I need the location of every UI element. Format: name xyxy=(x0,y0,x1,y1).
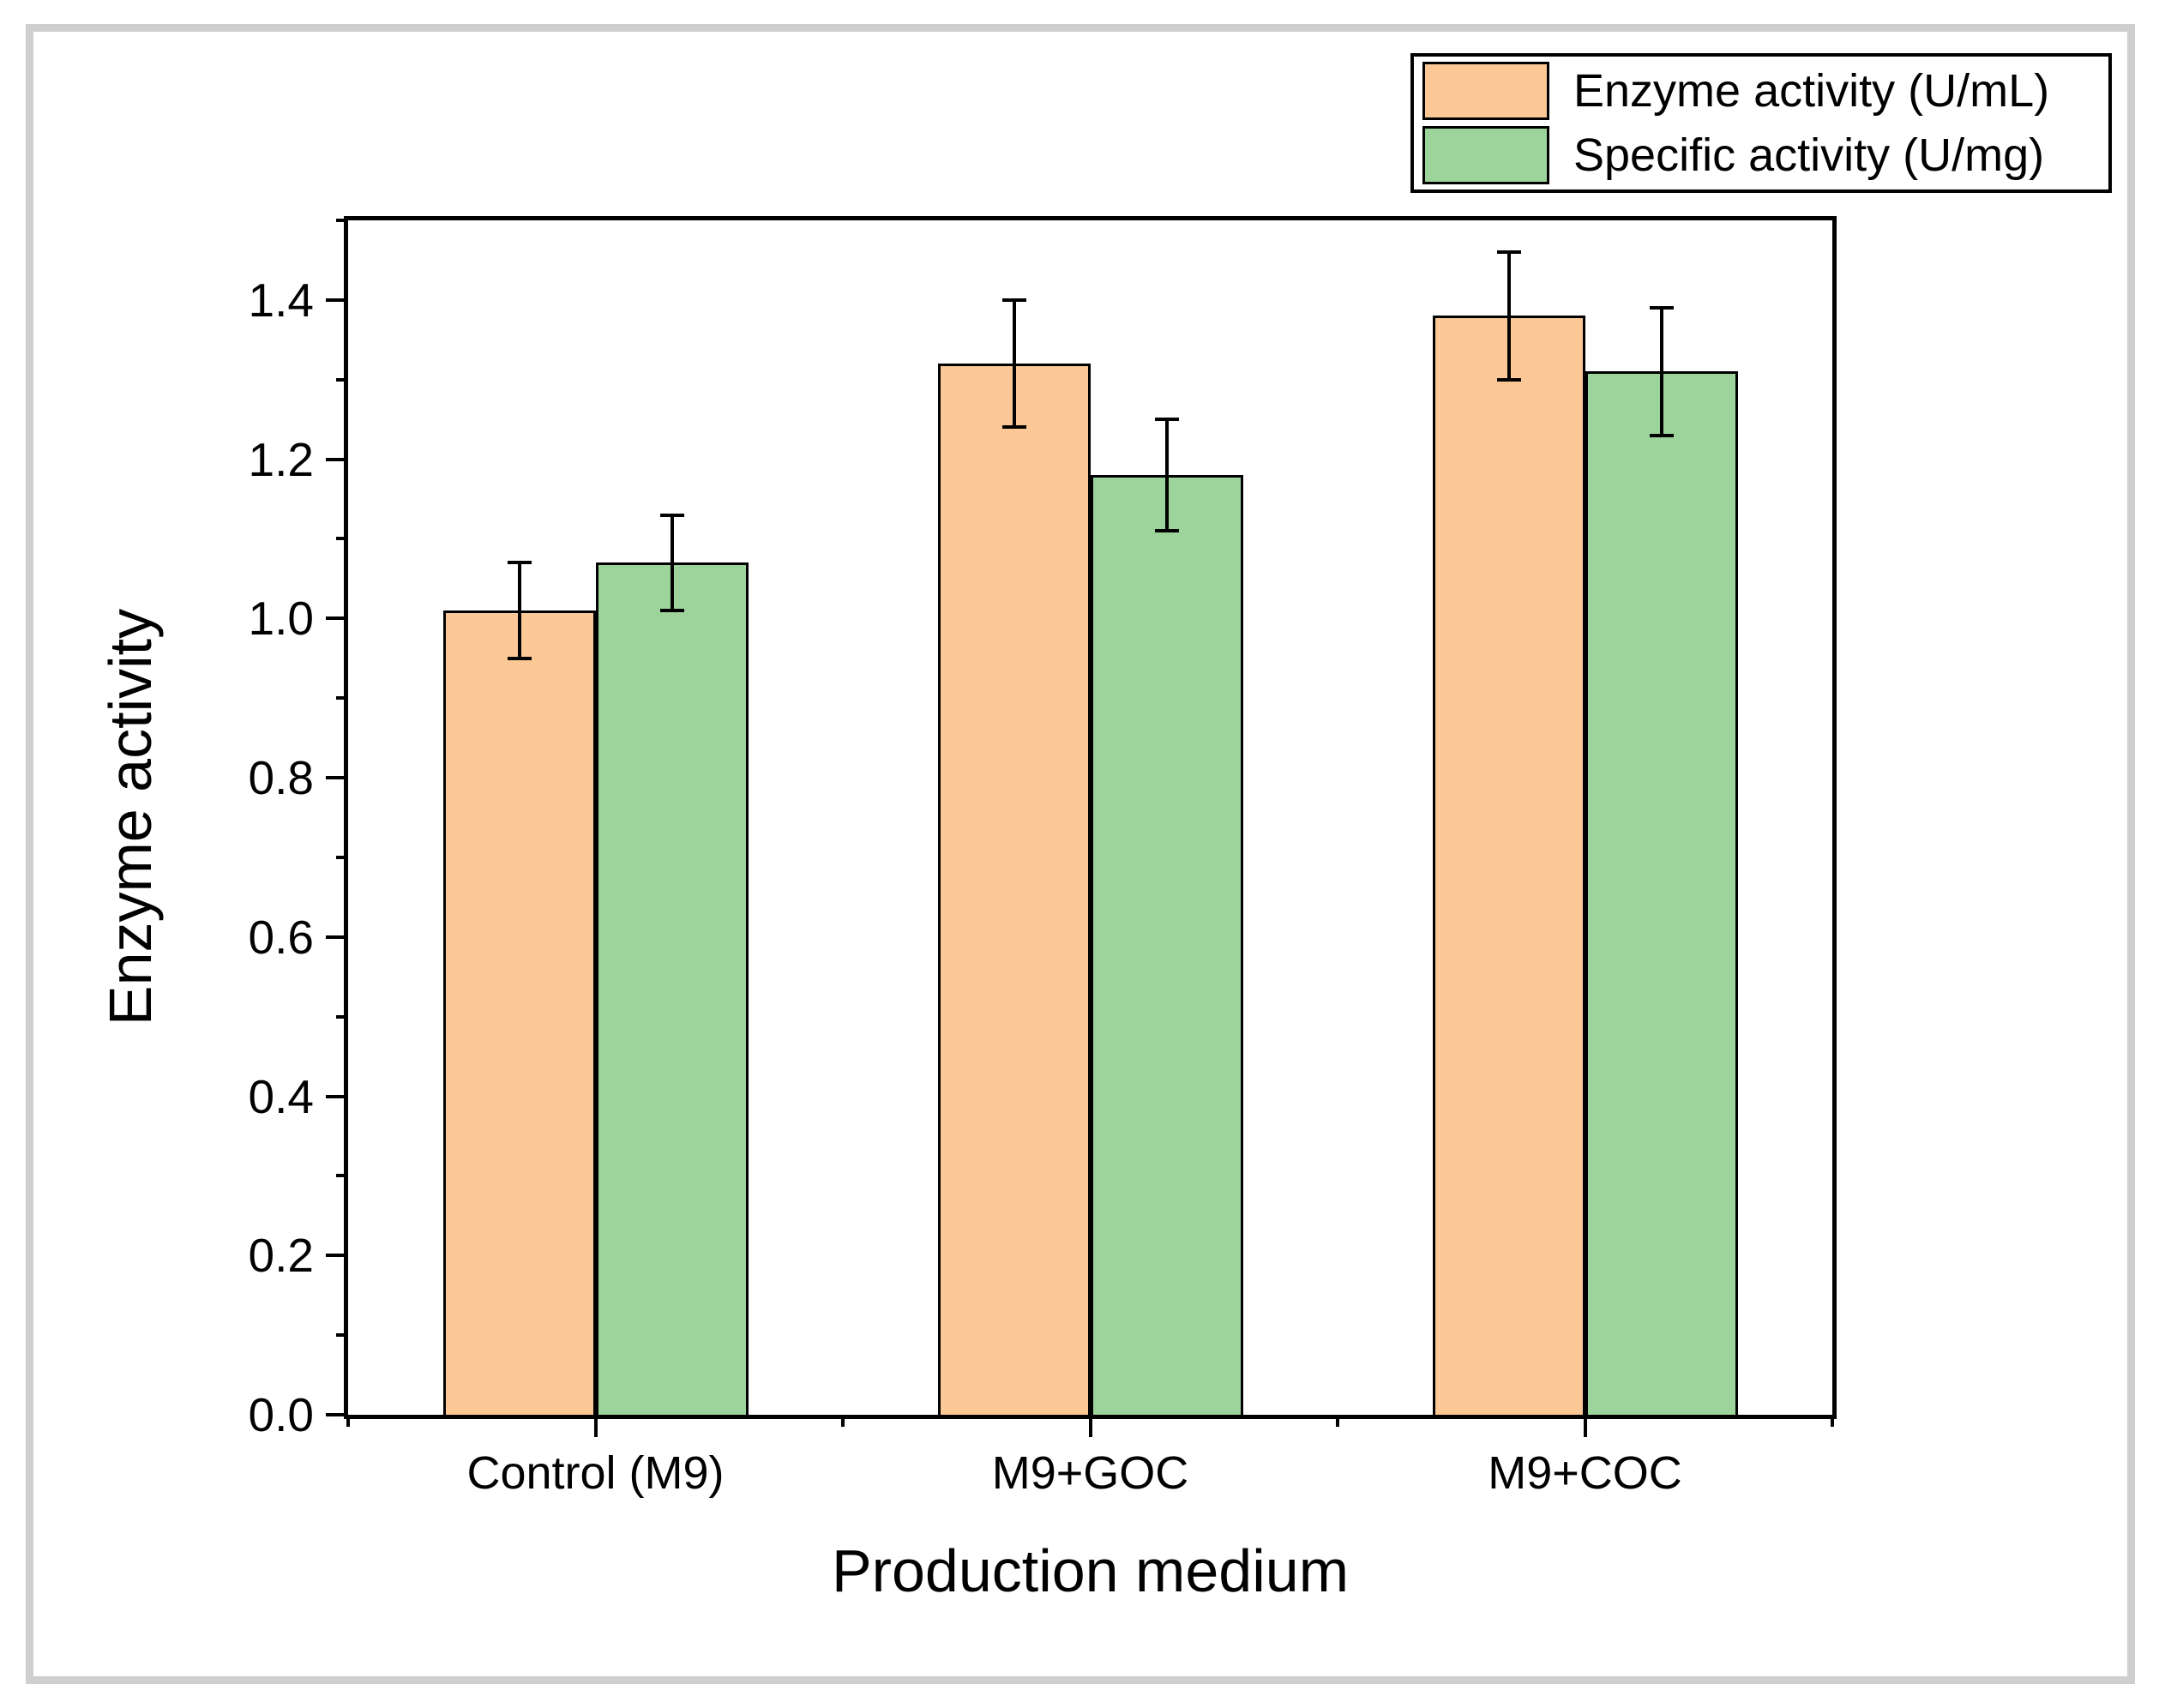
legend-label: Enzyme activity (U/mL) xyxy=(1573,65,2050,117)
x-minor-tick xyxy=(841,1415,845,1427)
y-minor-tick xyxy=(336,537,348,541)
y-major-tick xyxy=(326,776,348,780)
bar-enzyme-2 xyxy=(937,364,1091,1415)
y-tick-label: 1.2 xyxy=(248,432,314,486)
y-major-tick xyxy=(326,935,348,939)
legend: Enzyme activity (U/mL) Specific activity … xyxy=(1410,53,2112,193)
error-bar-line xyxy=(670,514,674,611)
x-major-tick xyxy=(593,1415,598,1437)
y-major-tick xyxy=(326,616,348,621)
legend-swatch xyxy=(1422,125,1549,184)
error-bar-cap-bottom xyxy=(1496,377,1521,382)
y-minor-tick xyxy=(336,855,348,859)
error-bar-cap-bottom xyxy=(507,656,532,660)
error-bar-cap-top xyxy=(1496,250,1521,255)
legend-entry: Specific activity (U/mg) xyxy=(1414,125,2108,184)
y-minor-tick xyxy=(336,1174,348,1178)
bar-enzyme-3 xyxy=(1432,316,1585,1415)
y-tick-label: 0.8 xyxy=(248,751,314,805)
y-axis-title: Enzyme activity xyxy=(97,608,164,1026)
x-tick-label: M9+GOC xyxy=(991,1447,1189,1499)
x-axis-title: Production medium xyxy=(831,1537,1350,1604)
x-tick-label: M9+COC xyxy=(1488,1447,1682,1499)
y-minor-tick xyxy=(336,377,348,382)
error-bar-cap-top xyxy=(1154,418,1179,422)
y-minor-tick xyxy=(336,696,348,701)
error-bar-cap-top xyxy=(1649,306,1674,310)
error-bar-cap-bottom xyxy=(1001,425,1026,430)
plot-area: 0.0 0.2 0.4 0.6 0.8 1.0 1.2 1.4 Control (M9) M9+G… xyxy=(249,219,1834,1499)
y-minor-tick xyxy=(336,219,348,222)
y-tick-label: 0.2 xyxy=(248,1229,314,1283)
x-major-tick xyxy=(1088,1415,1092,1437)
error-bar-line xyxy=(1506,252,1511,380)
y-minor-tick xyxy=(336,1333,348,1338)
bar-specific-2 xyxy=(1090,475,1243,1415)
y-major-tick xyxy=(326,298,348,302)
error-bar-cap-top xyxy=(1001,298,1026,302)
legend-label: Specific activity (U/mg) xyxy=(1573,129,2045,181)
bar-specific-1 xyxy=(595,562,749,1415)
x-minor-tick xyxy=(1831,1415,1834,1427)
error-bar-line xyxy=(517,562,521,659)
y-tick-label: 0.4 xyxy=(248,1069,314,1123)
y-major-tick xyxy=(326,457,348,461)
y-tick-label: 1.4 xyxy=(248,273,314,327)
error-bar-cap-bottom xyxy=(1154,529,1179,533)
y-major-tick xyxy=(326,1254,348,1258)
bar-specific-3 xyxy=(1585,371,1738,1415)
x-major-tick xyxy=(1583,1415,1587,1437)
y-tick-label: 0.6 xyxy=(248,910,314,964)
y-tick-label: 1.0 xyxy=(248,592,314,646)
error-bar-line xyxy=(1164,419,1169,532)
x-minor-tick xyxy=(1336,1415,1339,1427)
error-bar-line xyxy=(1012,299,1016,428)
error-bar-cap-top xyxy=(659,513,684,517)
legend-swatch xyxy=(1422,62,1549,121)
x-minor-tick xyxy=(346,1415,350,1427)
y-major-tick xyxy=(326,1094,348,1098)
error-bar-cap-bottom xyxy=(1649,433,1674,437)
error-bar-line xyxy=(1659,308,1663,436)
legend-entry: Enzyme activity (U/mL) xyxy=(1414,62,2108,121)
bar-enzyme-1 xyxy=(442,610,596,1415)
error-bar-cap-bottom xyxy=(659,609,684,613)
y-tick-label: 0.0 xyxy=(248,1388,314,1441)
y-minor-tick xyxy=(336,1014,348,1019)
y-major-tick xyxy=(326,1413,348,1416)
x-tick-label: Control (M9) xyxy=(466,1447,725,1499)
error-bar-cap-top xyxy=(507,561,532,565)
